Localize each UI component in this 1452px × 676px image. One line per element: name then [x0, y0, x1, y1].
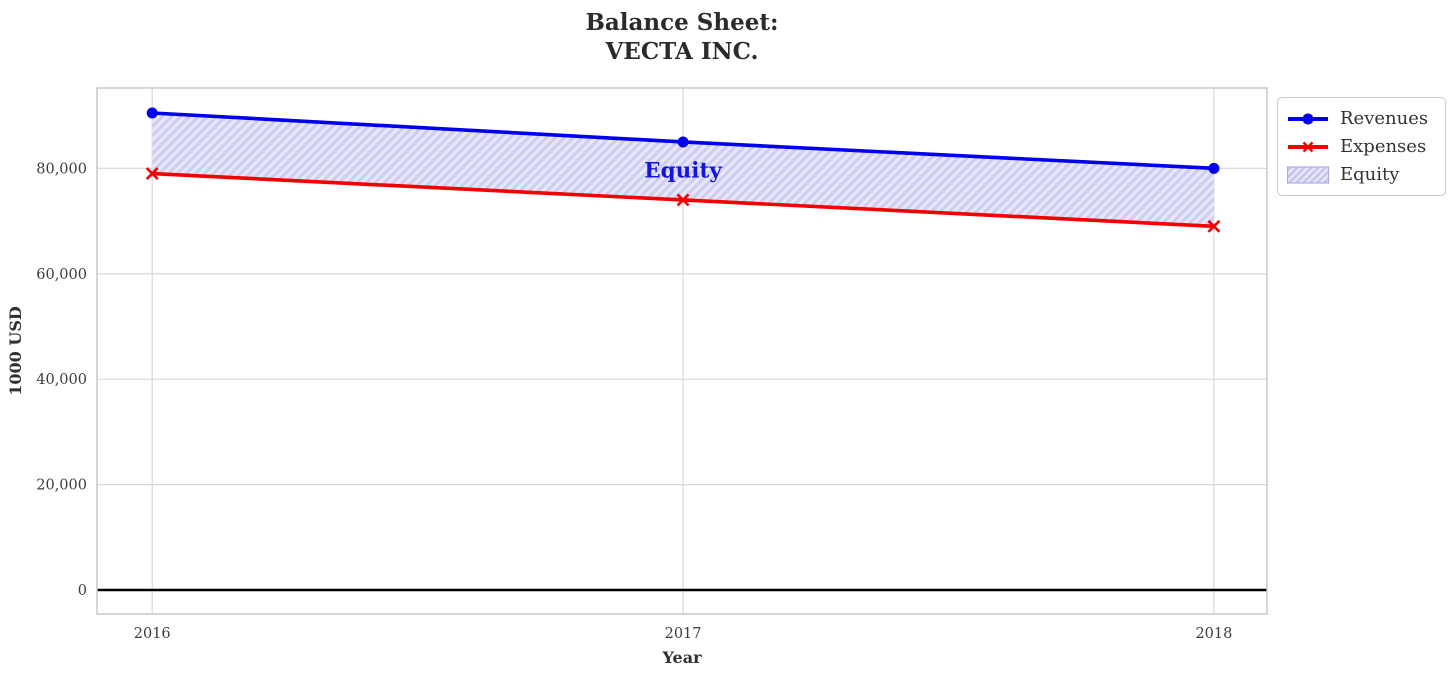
legend-label-expenses: Expenses — [1340, 136, 1427, 157]
legend-revenues-marker — [1302, 113, 1314, 124]
revenues-marker — [146, 107, 158, 119]
expenses-line-icon — [1288, 141, 1328, 152]
equity-patch-icon — [1286, 165, 1330, 184]
equity-fill-hatch — [152, 112, 1214, 227]
y-axis-label: 1000 USD — [6, 306, 25, 396]
expenses-marker — [676, 193, 690, 207]
x-axis-label: Year — [661, 648, 702, 667]
y-tick-label: 20,000 — [36, 478, 87, 494]
y-tick-label: 0 — [78, 583, 87, 599]
chart-title: Balance Sheet: VECTA INC. — [97, 8, 1267, 67]
expenses-marker — [145, 167, 159, 181]
legend-label-equity: Equity — [1340, 164, 1400, 185]
legend-item-expenses: Expenses — [1286, 134, 1436, 159]
expenses-marker — [1207, 219, 1221, 233]
legend-equity-patch — [1286, 165, 1330, 184]
x-tick-label: 2017 — [665, 626, 702, 642]
legend: Revenues Expenses Equity — [1277, 97, 1446, 196]
chart-title-line1: Balance Sheet: — [585, 9, 779, 36]
y-tick-label: 40,000 — [36, 372, 87, 388]
y-tick-label: 80,000 — [36, 161, 87, 177]
y-tick-label: 60,000 — [36, 267, 87, 283]
legend-expenses-marker — [1302, 141, 1314, 152]
legend-item-revenues: Revenues — [1286, 106, 1436, 131]
x-tick-label: 2018 — [1195, 626, 1232, 642]
chart-title-line2: VECTA INC. — [605, 38, 759, 66]
x-tick-label: 2016 — [134, 626, 171, 642]
plot-border — [96, 87, 1268, 615]
equity-annotation: Equity — [644, 158, 722, 183]
legend-item-equity: Equity — [1286, 162, 1436, 187]
revenues-marker — [677, 136, 689, 148]
legend-label-revenues: Revenues — [1340, 108, 1429, 129]
revenues-line-icon — [1288, 113, 1328, 124]
revenues-marker — [1208, 162, 1220, 174]
